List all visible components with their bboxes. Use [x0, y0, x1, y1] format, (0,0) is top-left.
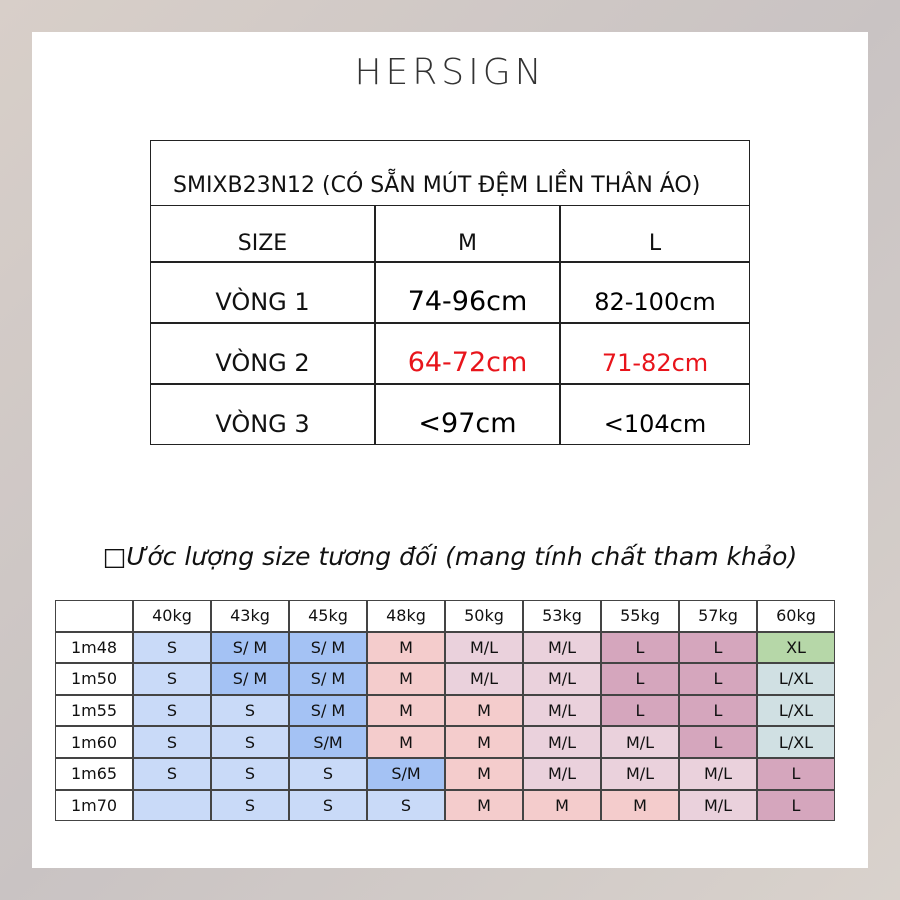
- spec-cell: VÒNG 3: [150, 384, 375, 445]
- size-cell: L: [757, 758, 835, 790]
- spec-cell: 64-72cm: [375, 323, 560, 384]
- size-cell: M/L: [523, 726, 601, 758]
- size-cell: M/L: [445, 631, 523, 664]
- size-cell: M: [367, 694, 445, 727]
- size-cell: S: [211, 726, 289, 758]
- size-cell: S: [133, 663, 211, 695]
- size-cell: S: [211, 789, 289, 822]
- size-cell: S: [133, 758, 211, 790]
- size-cell: S: [133, 726, 211, 758]
- size-cell: S: [367, 789, 445, 822]
- spec-cell: <97cm: [375, 384, 560, 445]
- size-cell: M: [367, 663, 445, 695]
- height-label: 1m70: [55, 789, 133, 822]
- size-cell: M: [523, 789, 601, 822]
- size-cell: S: [133, 694, 211, 727]
- size-cell: S/ M: [211, 631, 289, 664]
- spec-title: SMIXB23N12 (CÓ SẴN MÚT ĐỆM LIỀN THÂN ÁO): [150, 140, 750, 206]
- size-cell: S/ M: [211, 663, 289, 695]
- size-cell: S/M: [289, 726, 367, 758]
- size-cell: M/L: [523, 663, 601, 695]
- size-cell: L: [679, 631, 757, 664]
- size-cell: S/M: [367, 758, 445, 790]
- size-cell: M: [367, 631, 445, 664]
- height-label: 1m65: [55, 758, 133, 790]
- size-cell: S/ M: [289, 663, 367, 695]
- size-cell: S: [211, 694, 289, 727]
- size-cell: M/L: [523, 631, 601, 664]
- size-cell: M/L: [679, 789, 757, 822]
- spec-cell: 74-96cm: [375, 262, 560, 323]
- weight-header: 60kg: [757, 600, 835, 632]
- estimate-heading: □Ước lượng size tương đối (mang tính chấ…: [102, 542, 798, 571]
- spec-cell: VÒNG 2: [150, 323, 375, 384]
- weight-header: 43kg: [211, 600, 289, 632]
- size-cell: L: [679, 663, 757, 695]
- size-cell: S: [289, 758, 367, 790]
- size-cell: M: [367, 726, 445, 758]
- height-label: 1m48: [55, 631, 133, 664]
- size-cell: S: [289, 789, 367, 822]
- size-cell: S/ M: [289, 694, 367, 727]
- spec-cell: <104cm: [560, 384, 750, 445]
- size-cell: L: [601, 694, 679, 727]
- size-cell: M: [445, 789, 523, 822]
- size-cell: M: [445, 726, 523, 758]
- size-corner: [55, 600, 133, 632]
- spec-header: M: [375, 205, 560, 262]
- spec-cell: 71-82cm: [560, 323, 750, 384]
- weight-header: 40kg: [133, 600, 211, 632]
- height-label: 1m55: [55, 694, 133, 727]
- size-cell: [133, 789, 211, 822]
- size-cell: L/XL: [757, 694, 835, 727]
- height-label: 1m50: [55, 663, 133, 695]
- spec-cell: 82-100cm: [560, 262, 750, 323]
- spec-cell: VÒNG 1: [150, 262, 375, 323]
- size-cell: L: [601, 663, 679, 695]
- size-cell: L: [679, 726, 757, 758]
- size-cell: L: [757, 789, 835, 822]
- size-cell: M: [445, 758, 523, 790]
- weight-header: 57kg: [679, 600, 757, 632]
- size-cell: S: [133, 631, 211, 664]
- brand-logo: HERSIGN: [354, 52, 546, 93]
- size-cell: M/L: [679, 758, 757, 790]
- size-cell: M/L: [523, 694, 601, 727]
- size-cell: S: [211, 758, 289, 790]
- size-cell: M/L: [445, 663, 523, 695]
- size-cell: M: [601, 789, 679, 822]
- weight-header: 53kg: [523, 600, 601, 632]
- weight-header: 48kg: [367, 600, 445, 632]
- size-cell: L/XL: [757, 663, 835, 695]
- size-cell: L: [679, 694, 757, 727]
- size-cell: M/L: [601, 726, 679, 758]
- weight-header: 55kg: [601, 600, 679, 632]
- spec-header: SIZE: [150, 205, 375, 262]
- size-cell: M/L: [523, 758, 601, 790]
- spec-header: L: [560, 205, 750, 262]
- height-label: 1m60: [55, 726, 133, 758]
- size-cell: L: [601, 631, 679, 664]
- size-cell: L/XL: [757, 726, 835, 758]
- size-cell: XL: [757, 631, 835, 664]
- size-cell: S/ M: [289, 631, 367, 664]
- size-cell: M: [445, 694, 523, 727]
- weight-header: 45kg: [289, 600, 367, 632]
- size-cell: M/L: [601, 758, 679, 790]
- weight-header: 50kg: [445, 600, 523, 632]
